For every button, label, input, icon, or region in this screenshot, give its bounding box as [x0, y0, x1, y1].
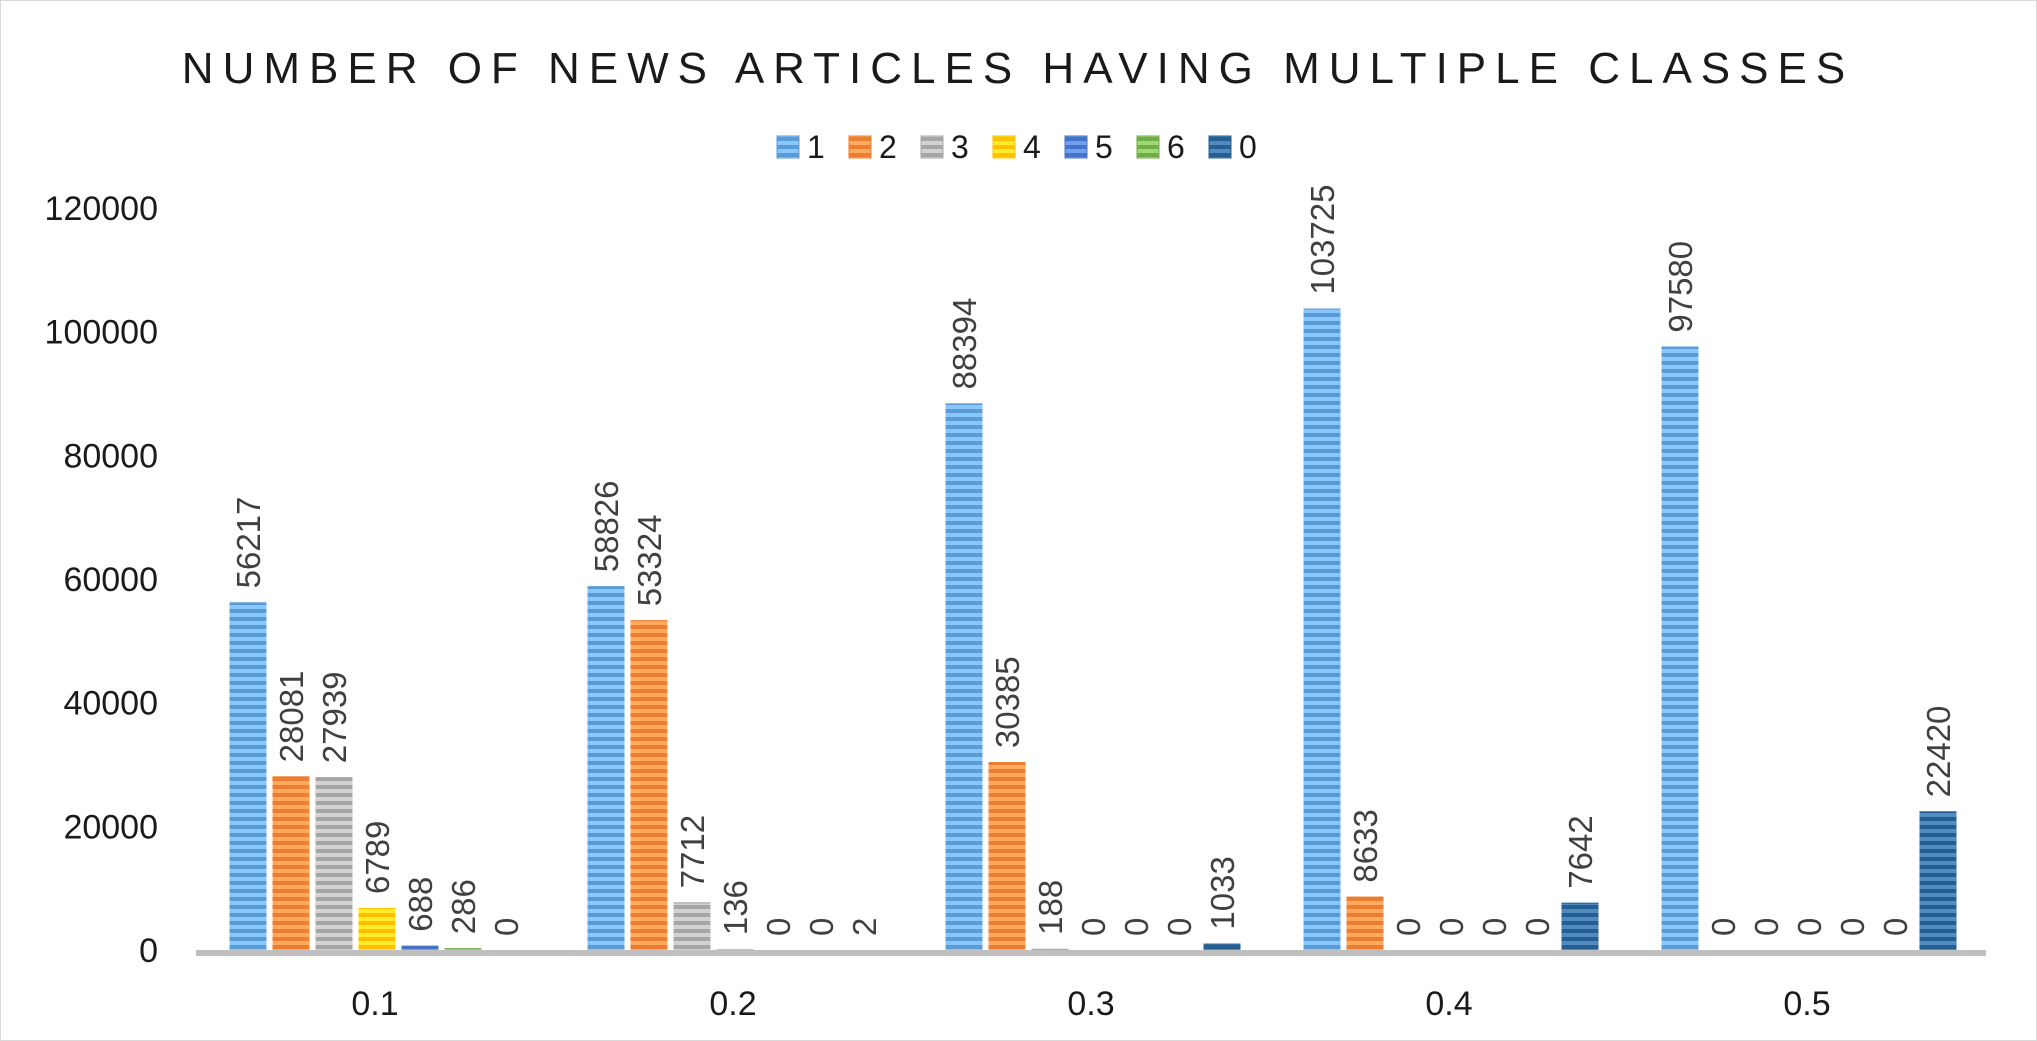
data-label-series-3-0.1: 27939: [316, 671, 353, 763]
legend-label: 2: [879, 129, 897, 165]
legend-label: 5: [1095, 129, 1113, 165]
data-label-series-4-0.3: 0: [1075, 918, 1112, 936]
bar-series-4-0.1: [358, 908, 396, 950]
data-label-series-2-0.5: 0: [1705, 918, 1742, 936]
legend-swatch: [1064, 135, 1088, 159]
legend-label: 6: [1167, 129, 1185, 165]
legend-label: 0: [1239, 129, 1257, 165]
data-label-series-5-0.2: 0: [760, 918, 797, 936]
legend-swatch: [848, 135, 872, 159]
data-label-series-1-0.4: 103725: [1304, 185, 1341, 295]
data-label-series-4-0.1: 6789: [359, 821, 396, 894]
legend-item-series-0: 0: [1208, 129, 1257, 165]
data-label-series-3-0.3: 188: [1032, 880, 1069, 935]
chart-title: NUMBER OF NEWS ARTICLES HAVING MULTIPLE …: [182, 44, 1854, 93]
bar-series-5-0.1: [401, 945, 439, 950]
bar-series-1-0.4: [1303, 308, 1341, 950]
y-tick-label: 80000: [63, 437, 158, 475]
data-label-series-0-0.2: 2: [846, 918, 883, 936]
data-label-series-5-0.5: 0: [1834, 918, 1871, 936]
bars: [229, 308, 1957, 951]
data-label-series-0-0.3: 1033: [1204, 856, 1241, 929]
legend-item-series-3: 3: [920, 129, 969, 165]
legend-item-series-2: 2: [848, 129, 897, 165]
bar-series-2-0.1: [272, 776, 310, 950]
legend-swatch: [1136, 135, 1160, 159]
data-label-series-1-0.3: 88394: [946, 298, 983, 390]
data-label-series-3-0.4: 0: [1390, 918, 1427, 936]
data-label-series-5-0.1: 688: [402, 877, 439, 932]
data-label-series-5-0.3: 0: [1118, 918, 1155, 936]
legend-swatch: [776, 135, 800, 159]
x-category-label: 0.1: [351, 985, 398, 1023]
data-label-series-1-0.5: 97580: [1662, 241, 1699, 333]
bar-series-3-0.1: [315, 777, 353, 950]
data-label-series-6-0.1: 286: [445, 879, 482, 934]
bar-series-3-0.2: [673, 902, 711, 950]
bar-series-0-0.5: [1919, 811, 1957, 950]
x-category-label: 0.3: [1067, 985, 1114, 1023]
data-label-series-1-0.1: 56217: [230, 497, 267, 589]
x-category-label: 0.5: [1783, 985, 1830, 1023]
legend-item-series-4: 4: [992, 129, 1041, 165]
bar-series-2-0.4: [1346, 896, 1384, 950]
data-label-series-2-0.1: 28081: [273, 671, 310, 763]
data-label-series-4-0.2: 136: [717, 880, 754, 935]
data-label-series-4-0.5: 0: [1791, 918, 1828, 936]
legend-label: 3: [951, 129, 969, 165]
y-tick-label: 100000: [45, 314, 158, 352]
data-label-series-6-0.2: 0: [803, 918, 840, 936]
legend-label: 1: [807, 129, 825, 165]
y-tick-label: 20000: [63, 808, 158, 846]
bar-series-0-0.4: [1561, 902, 1599, 950]
data-label-series-3-0.2: 7712: [674, 815, 711, 888]
legend-swatch: [1208, 135, 1232, 159]
data-label-series-6-0.4: 0: [1519, 918, 1556, 936]
bar-series-0-0.3: [1203, 943, 1241, 950]
bar-series-1-0.3: [945, 403, 983, 950]
bar-series-2-0.3: [988, 762, 1026, 950]
y-tick-label: 60000: [63, 561, 158, 599]
y-tick-label: 40000: [63, 685, 158, 723]
data-label-series-2-0.3: 30385: [989, 656, 1026, 748]
x-category-label: 0.2: [709, 985, 756, 1023]
legend-item-series-5: 5: [1064, 129, 1113, 165]
legend-label: 4: [1023, 129, 1041, 165]
data-label-series-6-0.5: 0: [1877, 918, 1914, 936]
y-tick-label: 120000: [45, 190, 158, 228]
x-axis: 0.1 0.2 0.3 0.4 0.5: [196, 950, 1986, 1023]
legend-item-series-6: 6: [1136, 129, 1185, 165]
data-label-series-5-0.4: 0: [1476, 918, 1513, 936]
bar-series-2-0.2: [630, 620, 668, 950]
legend-swatch: [992, 135, 1016, 159]
legend-item-series-1: 1: [776, 129, 825, 165]
bar-series-1-0.5: [1661, 346, 1699, 950]
data-label-series-0-0.1: 0: [488, 918, 525, 936]
data-label-series-0-0.5: 22420: [1920, 706, 1957, 798]
x-category-label: 0.4: [1425, 985, 1472, 1023]
data-label-series-3-0.5: 0: [1748, 918, 1785, 936]
y-axis: 0 20000 40000 60000 80000 100000 120000: [45, 190, 158, 970]
data-label-series-6-0.3: 0: [1161, 918, 1198, 936]
data-label-series-4-0.4: 0: [1433, 918, 1470, 936]
legend-swatch: [920, 135, 944, 159]
data-label-series-2-0.2: 53324: [631, 515, 668, 607]
data-label-series-0-0.4: 7642: [1562, 815, 1599, 888]
y-tick-label: 0: [139, 932, 158, 970]
legend: 1 2 3 4 5 6 0: [776, 129, 1257, 165]
bar-series-1-0.1: [229, 602, 267, 950]
data-label-series-2-0.4: 8633: [1347, 809, 1384, 882]
bar-series-1-0.2: [587, 586, 625, 950]
data-label-series-1-0.2: 58826: [588, 480, 625, 572]
